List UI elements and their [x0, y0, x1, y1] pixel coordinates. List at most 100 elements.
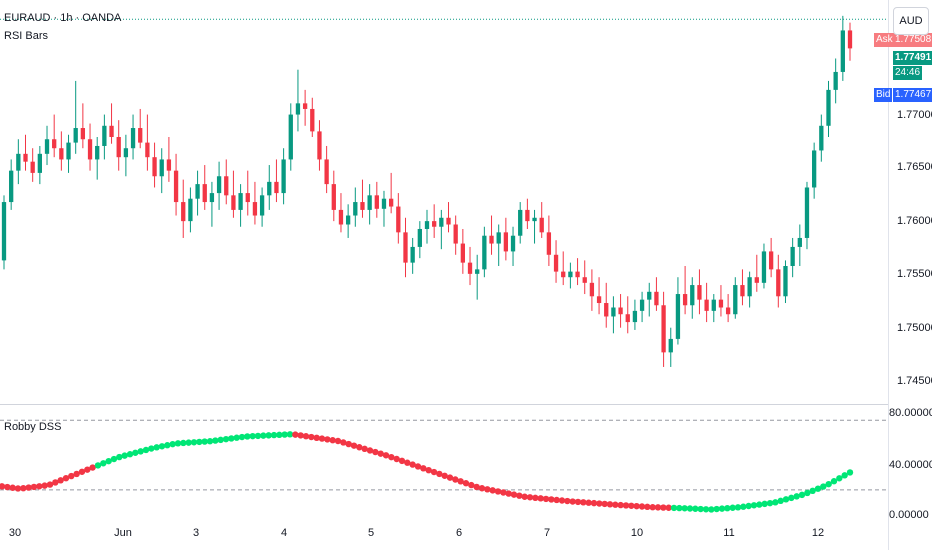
candle — [776, 254, 781, 308]
candle — [87, 123, 93, 171]
candle-body — [754, 277, 759, 283]
candle — [9, 159, 14, 210]
dss-point — [414, 463, 422, 470]
candle-body — [546, 232, 552, 255]
dss-point — [169, 440, 176, 448]
candle-body — [102, 125, 107, 146]
candle-body — [216, 176, 222, 194]
candle — [123, 134, 129, 177]
dss-point — [382, 452, 390, 459]
dss-point — [793, 493, 800, 500]
candle-body — [776, 269, 781, 297]
candle-body — [747, 277, 752, 297]
dss-point — [654, 504, 662, 511]
dss-point — [398, 457, 406, 465]
dss-point — [452, 476, 459, 483]
dss-point — [222, 435, 230, 443]
candle-body — [87, 139, 93, 160]
dss-point — [270, 431, 278, 439]
candle-body — [331, 184, 336, 210]
candle-body — [9, 170, 14, 203]
candle — [804, 181, 810, 250]
candle-body — [209, 193, 215, 203]
time-label: 3 — [192, 527, 200, 539]
candle — [353, 187, 358, 227]
candle-body — [482, 235, 487, 270]
dss-point — [596, 500, 603, 507]
candle-body — [345, 215, 351, 225]
dss-point — [137, 448, 144, 455]
dss-point — [430, 468, 438, 476]
osc-label: 40.00000 — [889, 459, 932, 471]
dss-point — [356, 444, 363, 451]
dss-point — [516, 492, 523, 499]
dss-point — [153, 444, 160, 451]
dss-point — [718, 505, 726, 512]
candle — [833, 58, 838, 104]
dss-point — [766, 499, 774, 507]
dss-point — [638, 503, 646, 510]
candle-body — [410, 246, 415, 263]
time-label: 11 — [723, 527, 735, 539]
candle-body — [596, 296, 602, 304]
candle — [130, 114, 136, 160]
dss-point — [0, 483, 6, 490]
price-label: 1.75000 — [897, 322, 932, 334]
candle — [718, 285, 724, 317]
dss-point — [318, 435, 326, 442]
candle — [173, 153, 179, 216]
dss-point — [841, 472, 848, 479]
candle — [661, 291, 666, 367]
candle-body — [446, 217, 451, 225]
dss-point — [846, 469, 854, 476]
candle — [345, 204, 351, 238]
dss-point — [89, 464, 96, 471]
candle — [446, 202, 451, 233]
dss-point — [340, 439, 347, 446]
candle — [310, 97, 315, 137]
candle-body — [654, 291, 659, 306]
price-chart[interactable] — [0, 0, 888, 405]
candle — [331, 170, 336, 222]
candle-body — [310, 108, 315, 132]
candle — [195, 170, 200, 216]
candle-body — [682, 294, 688, 306]
dss-point — [350, 442, 358, 449]
dss-point — [233, 434, 240, 441]
candle-body — [833, 71, 838, 90]
dss-point — [297, 432, 304, 439]
dss-point — [132, 449, 139, 456]
dss-point — [84, 466, 91, 473]
candle — [568, 262, 573, 289]
candle — [561, 251, 566, 286]
candle-body — [790, 246, 795, 266]
dss-point — [782, 496, 790, 503]
dss-point — [116, 453, 123, 461]
candle-body — [123, 148, 129, 158]
candle — [417, 221, 422, 259]
time-label: 12 — [811, 527, 825, 539]
dss-point — [585, 499, 592, 506]
dss-point — [281, 431, 288, 438]
symbol-title[interactable]: EURAUD · 1h · OANDA — [4, 12, 122, 24]
candle-body — [675, 294, 681, 339]
candle — [704, 282, 709, 323]
time-axis[interactable] — [0, 520, 888, 550]
candle-body — [16, 153, 21, 171]
candle — [396, 193, 401, 244]
candle-body — [202, 184, 207, 203]
oscillator-chart[interactable] — [0, 405, 888, 520]
currency-button[interactable]: AUD — [893, 7, 929, 35]
dss-point — [660, 504, 667, 511]
indicator-robby-dss[interactable]: Robby DSS — [4, 421, 62, 433]
indicator-rsi-bars[interactable]: RSI Bars — [4, 30, 49, 42]
price-axis[interactable]: 1.77000 1.76500 1.76000 1.75500 1.75000 … — [888, 0, 932, 550]
candle-body — [561, 271, 566, 278]
dss-point — [164, 442, 171, 449]
candle — [675, 277, 681, 345]
pane-divider[interactable] — [0, 404, 932, 405]
candle — [510, 226, 516, 266]
dss-point — [388, 453, 395, 461]
dss-point — [537, 495, 544, 502]
candle — [381, 190, 387, 227]
